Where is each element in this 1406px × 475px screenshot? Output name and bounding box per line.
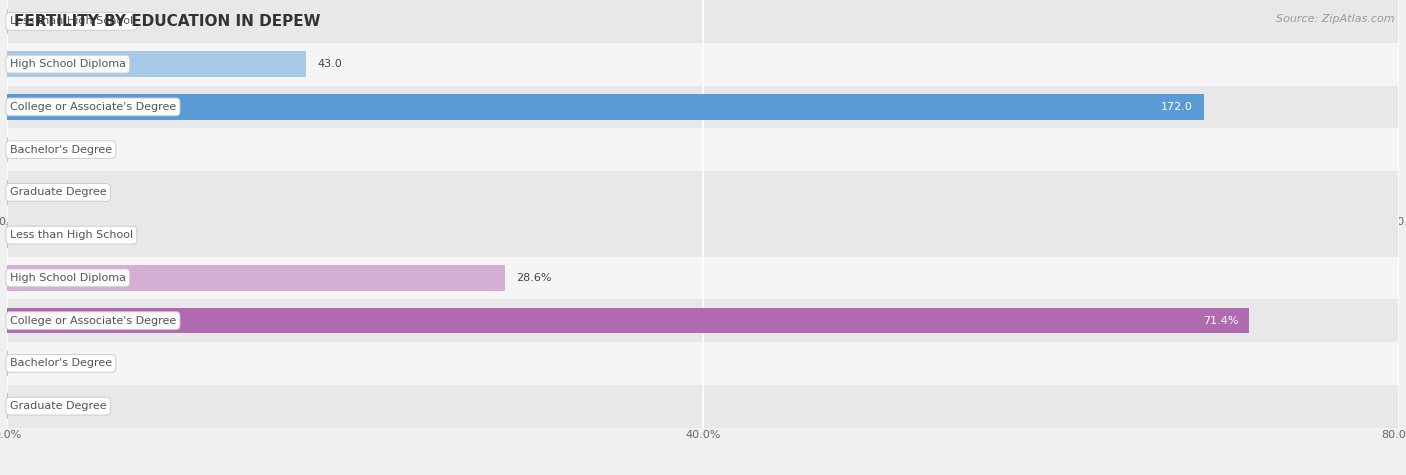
Bar [7,128,1399,171]
Bar [7,299,1399,342]
Bar [7,256,1399,299]
Text: 172.0: 172.0 [1161,102,1192,112]
Text: High School Diploma: High School Diploma [10,273,125,283]
Bar [7,214,1399,256]
Text: Source: ZipAtlas.com: Source: ZipAtlas.com [1277,14,1395,24]
Bar [7,385,1399,428]
Bar [7,94,1204,120]
Text: 0.0%: 0.0% [20,230,48,240]
Text: 0.0: 0.0 [20,187,37,198]
Text: Less than High School: Less than High School [10,16,134,27]
Text: Bachelor's Degree: Bachelor's Degree [10,358,112,369]
Text: FERTILITY BY EDUCATION IN DEPEW: FERTILITY BY EDUCATION IN DEPEW [14,14,321,29]
Text: 43.0: 43.0 [318,59,342,69]
Bar [7,0,1399,43]
Text: 28.6%: 28.6% [516,273,551,283]
Text: College or Associate's Degree: College or Associate's Degree [10,315,176,326]
Bar [7,43,1399,86]
Text: 0.0%: 0.0% [20,358,48,369]
Text: 0.0: 0.0 [20,16,37,27]
Text: College or Associate's Degree: College or Associate's Degree [10,102,176,112]
Text: 71.4%: 71.4% [1202,315,1239,326]
Bar [7,51,307,77]
Text: High School Diploma: High School Diploma [10,59,125,69]
Bar [7,171,1399,214]
Bar [7,308,1250,333]
Text: Graduate Degree: Graduate Degree [10,187,107,198]
Bar [7,265,505,291]
Text: Graduate Degree: Graduate Degree [10,401,107,411]
Text: Bachelor's Degree: Bachelor's Degree [10,144,112,155]
Bar [7,86,1399,128]
Text: Less than High School: Less than High School [10,230,134,240]
Text: 0.0%: 0.0% [20,401,48,411]
Bar [7,342,1399,385]
Text: 0.0: 0.0 [20,144,37,155]
